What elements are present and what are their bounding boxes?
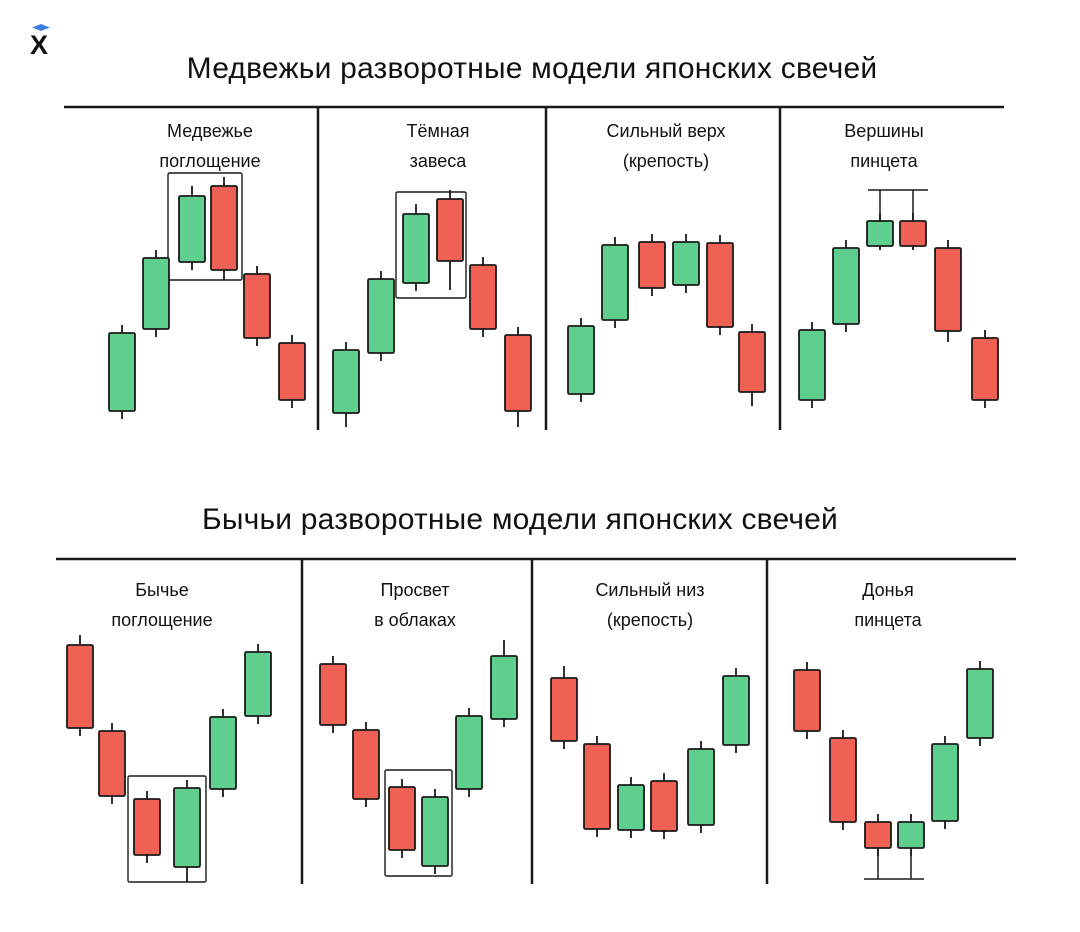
bearish-candle-body (66, 644, 94, 729)
pattern-highlight-box (395, 191, 467, 299)
bullish-candle-body (421, 796, 449, 867)
bearish-candle-body (934, 247, 962, 332)
bullish-candle-body (244, 651, 272, 717)
pattern-label: Сильный низ (595, 580, 705, 600)
bearish-candle-body (504, 334, 532, 412)
bearish-candle-body (899, 220, 927, 247)
bearish-candle-body (469, 264, 497, 330)
bearish-candle-body (864, 821, 892, 849)
bearish-candle-body (133, 798, 161, 856)
bearish-candle-body (971, 337, 999, 401)
pattern-highlight-box (127, 775, 207, 883)
pattern-label: пинцета (850, 151, 918, 171)
bullish-candle-body (455, 715, 483, 790)
bearish-candle-body (793, 669, 821, 732)
bearish-candle-body (829, 737, 857, 823)
bearish-candle-body (650, 780, 678, 832)
bullish-candle-body (178, 195, 206, 263)
bullish-candle-body (142, 257, 170, 330)
bullish-candle-body (966, 668, 994, 739)
bearish-candle-body (98, 730, 126, 797)
bearish-candle-body (706, 242, 734, 328)
pattern-highlight-box (167, 172, 243, 281)
bearish-candle-body (319, 663, 347, 726)
bearish-candle-body (352, 729, 380, 800)
bullish-candle-body (897, 821, 925, 849)
pattern-highlight-box (384, 769, 453, 877)
bearish-candle-body (583, 743, 611, 830)
pattern-label: Сильный верх (606, 121, 726, 141)
bullish-candle-body (402, 213, 430, 284)
bearish-candle-body (388, 786, 416, 851)
bullish-candle-body (108, 332, 136, 412)
bullish-candle-body (722, 675, 750, 746)
bullish-candle-body (367, 278, 395, 354)
bullish-candle-body (209, 716, 237, 790)
pattern-label: Донья (862, 580, 914, 600)
pattern-label: Бычье (135, 580, 189, 600)
bullish-candle-body (617, 784, 645, 831)
pattern-label: (крепость) (606, 610, 694, 630)
bullish-candle-body (567, 325, 595, 395)
pattern-label: Медвежье (167, 121, 253, 141)
logo: X (22, 22, 58, 62)
bearish-candle-body (210, 185, 238, 271)
bearish-candle-body (550, 677, 578, 742)
bullish-candle-body (672, 241, 700, 286)
bullish-candle-body (687, 748, 715, 826)
bearish-section-title: Медвежьи разворотные модели японских све… (186, 52, 878, 85)
bullish-candle-body (798, 329, 826, 401)
bullish-candle-body (832, 247, 860, 325)
pattern-label: Вершины (844, 121, 924, 141)
bullish-candle-body (601, 244, 629, 321)
pattern-label: (крепость) (622, 151, 710, 171)
mortarboard-icon (32, 24, 50, 31)
bullish-candle-body (490, 655, 518, 720)
pattern-label: Тёмная (406, 121, 470, 141)
bearish-candle-body (638, 241, 666, 289)
pattern-label: в облаках (374, 610, 456, 630)
bullish-candle-body (173, 787, 201, 868)
pattern-label: Просвет (380, 580, 450, 600)
pattern-label: поглощение (159, 151, 261, 171)
bearish-candle-body (436, 198, 464, 262)
bullish-candle-body (931, 743, 959, 822)
pattern-label: завеса (409, 151, 467, 171)
logo-text: X (30, 30, 49, 60)
bullish-candle-body (866, 220, 894, 247)
bearish-candle-body (278, 342, 306, 401)
bullish-candle-body (332, 349, 360, 414)
bullish-section-title: Бычьи разворотные модели японских свечей (201, 503, 839, 536)
pattern-label: пинцета (854, 610, 922, 630)
bearish-candle-body (243, 273, 271, 339)
bearish-candle-body (738, 331, 766, 393)
pattern-label: поглощение (111, 610, 213, 630)
